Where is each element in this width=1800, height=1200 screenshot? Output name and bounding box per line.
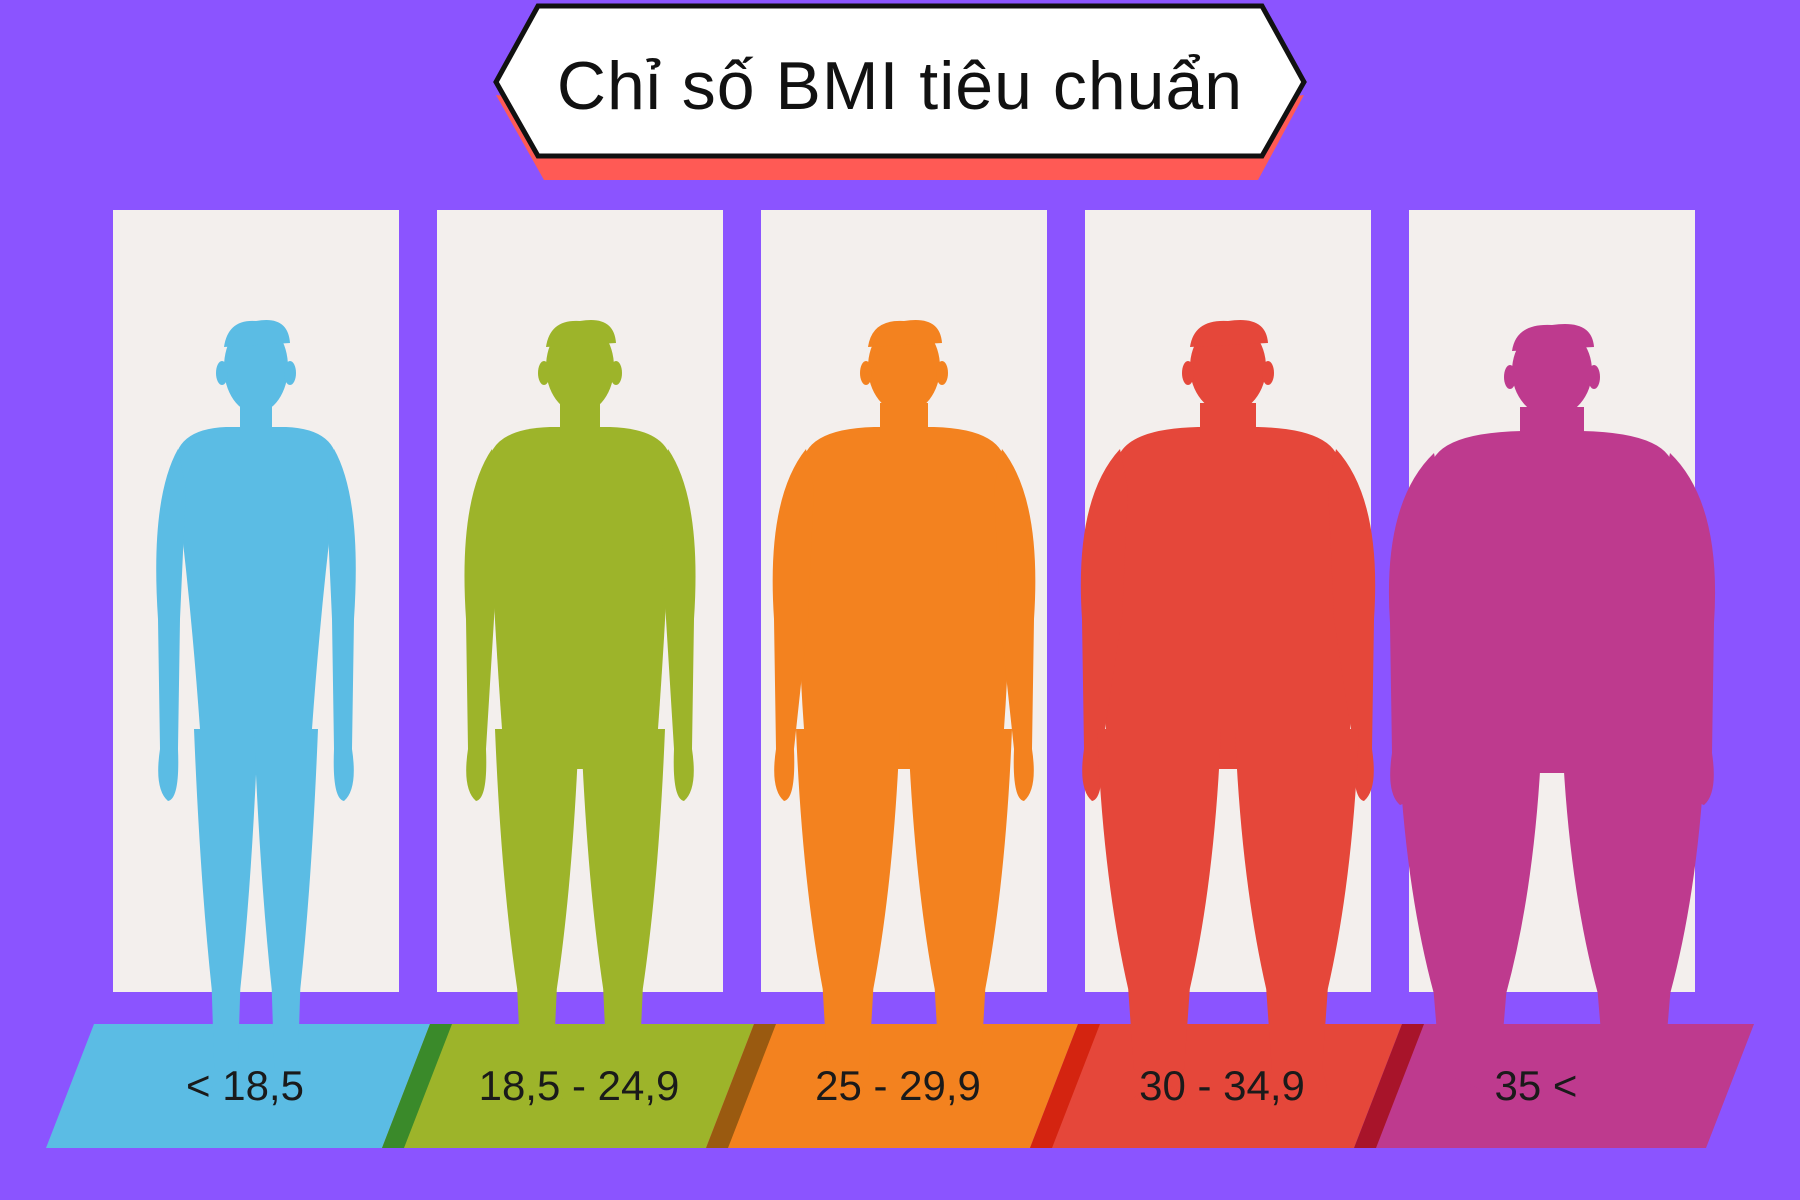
range-divider-overweight [706, 1024, 776, 1148]
range-divider-normal [382, 1024, 452, 1148]
range-label-normal: 18,5 - 24,9 [478, 1062, 680, 1109]
title-banner-box [493, 3, 1307, 159]
range-label-underweight: < 18,5 [186, 1062, 304, 1109]
range-divider-obese-2 [1354, 1024, 1424, 1148]
range-segment-normal [382, 1024, 754, 1148]
body-figure-underweight [156, 319, 356, 1105]
range-label-obese-1: 30 - 34,9 [1139, 1062, 1305, 1109]
title-banner [493, 3, 1307, 180]
range-divider-obese-1 [1030, 1024, 1100, 1148]
range-label-overweight: 25 - 29,9 [815, 1062, 981, 1109]
range-label-obese-2: 35 < [1494, 1062, 1578, 1109]
body-figure-overweight [772, 319, 1036, 1105]
body-figure-normal [464, 319, 696, 1105]
body-figure-obese-1 [1080, 319, 1376, 1105]
body-figure-obese-2 [1388, 323, 1716, 1109]
page-title: Chỉ số BMI tiêu chuẩn [556, 48, 1244, 124]
range-segment-overweight [706, 1024, 1078, 1148]
